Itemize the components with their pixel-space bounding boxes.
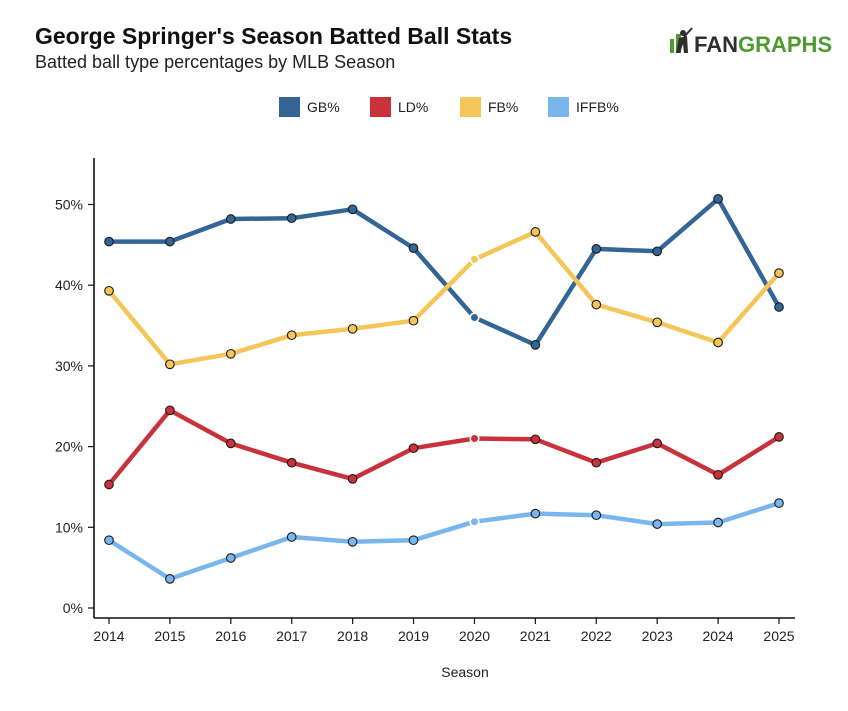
x-tick-label: 2015 — [154, 628, 185, 644]
chart-subtitle: Batted ball type percentages by MLB Seas… — [35, 52, 395, 72]
point-ld-pct-2015 — [165, 405, 175, 416]
series-lines — [106, 196, 782, 582]
x-axis-title: Season — [441, 664, 488, 680]
point-gb-pct-2017 — [286, 213, 297, 224]
point-iffb-pct-2017 — [286, 532, 297, 542]
point-fb-pct-2015 — [165, 359, 175, 370]
point-ld-pct-2025 — [774, 432, 784, 442]
x-tick-label: 2024 — [703, 628, 734, 644]
point-iffb-pct-2016 — [225, 553, 236, 563]
x-tick-label: 2020 — [459, 628, 490, 644]
point-ld-pct-2024 — [713, 469, 723, 480]
legend-item-gb-pct: GB% — [279, 97, 340, 117]
x-tick-label: 2014 — [93, 628, 124, 644]
legend-swatch — [460, 97, 481, 117]
point-gb-pct-2015 — [165, 236, 175, 247]
point-ld-pct-2014 — [104, 479, 114, 490]
point-gb-pct-2020 — [469, 312, 480, 323]
legend-label: IFFB% — [576, 99, 619, 115]
brand-graphs-text: GRAPHS — [738, 32, 832, 57]
point-fb-pct-2022 — [591, 299, 602, 310]
point-gb-pct-2016 — [225, 214, 236, 224]
point-iffb-pct-2024 — [713, 517, 723, 528]
point-gb-pct-2018 — [347, 204, 358, 215]
x-tick-label: 2025 — [763, 628, 794, 644]
point-ld-pct-2020 — [469, 433, 480, 444]
legend-item-fb-pct: FB% — [460, 97, 518, 117]
point-fb-pct-2016 — [225, 348, 236, 359]
series-line-ld-pct — [106, 408, 782, 487]
point-gb-pct-2024 — [713, 194, 723, 204]
x-tick-label: 2022 — [581, 628, 612, 644]
y-tick-label: 0% — [63, 600, 83, 616]
point-iffb-pct-2021 — [530, 508, 541, 519]
point-ld-pct-2018 — [347, 474, 358, 484]
point-fb-pct-2024 — [713, 337, 723, 348]
series-line-fb-pct — [106, 229, 782, 367]
fangraphs-logo: FANGRAPHS — [670, 27, 832, 57]
legend-item-iffb-pct: IFFB% — [548, 97, 619, 117]
y-tick-label: 40% — [55, 277, 83, 293]
series-line-gb-pct — [106, 196, 782, 348]
point-fb-pct-2023 — [652, 317, 663, 328]
legend: GB% LD% FB% IFFB% — [279, 97, 619, 117]
point-ld-pct-2023 — [652, 438, 663, 449]
legend-swatch — [279, 97, 300, 117]
point-iffb-pct-2025 — [774, 498, 784, 508]
legend-swatch — [548, 97, 569, 117]
x-tick-label: 2021 — [520, 628, 551, 644]
y-tick-label: 10% — [55, 519, 83, 535]
point-iffb-pct-2019 — [408, 535, 419, 546]
series-points — [104, 194, 784, 584]
legend-label: LD% — [398, 99, 428, 115]
point-fb-pct-2021 — [530, 227, 541, 237]
point-fb-pct-2020 — [469, 254, 480, 265]
x-tick-label: 2019 — [398, 628, 429, 644]
point-gb-pct-2022 — [591, 244, 602, 254]
point-fb-pct-2018 — [347, 323, 358, 334]
x-tick-label: 2017 — [276, 628, 307, 644]
batter-silhouette-icon — [670, 27, 693, 53]
legend-swatch — [370, 97, 391, 117]
point-iffb-pct-2018 — [347, 536, 358, 547]
legend-item-ld-pct: LD% — [370, 97, 428, 117]
y-tick-label: 50% — [55, 197, 83, 213]
point-ld-pct-2019 — [408, 443, 419, 454]
point-gb-pct-2023 — [652, 246, 663, 257]
y-tick-label: 20% — [55, 439, 83, 455]
point-gb-pct-2014 — [104, 236, 114, 247]
svg-text:FANGRAPHS: FANGRAPHS — [694, 32, 832, 57]
point-iffb-pct-2020 — [469, 516, 480, 527]
point-ld-pct-2017 — [286, 457, 297, 468]
x-tick-label: 2018 — [337, 628, 368, 644]
point-gb-pct-2019 — [408, 243, 419, 253]
series-line-iffb-pct — [106, 500, 782, 582]
point-iffb-pct-2015 — [165, 574, 175, 584]
y-tick-label: 30% — [55, 358, 83, 374]
point-gb-pct-2025 — [774, 302, 784, 312]
point-fb-pct-2025 — [774, 268, 784, 278]
point-ld-pct-2021 — [530, 434, 541, 445]
brand-fan-text: FAN — [694, 32, 738, 57]
x-tick-label: 2016 — [215, 628, 246, 644]
point-fb-pct-2014 — [104, 285, 114, 296]
legend-label: FB% — [488, 99, 518, 115]
point-iffb-pct-2022 — [591, 510, 602, 521]
point-iffb-pct-2023 — [652, 519, 663, 529]
point-fb-pct-2019 — [408, 315, 419, 326]
point-gb-pct-2021 — [530, 340, 541, 350]
point-ld-pct-2016 — [225, 438, 236, 449]
chart-title: George Springer's Season Batted Ball Sta… — [35, 23, 512, 49]
point-iffb-pct-2014 — [104, 535, 114, 546]
point-ld-pct-2022 — [591, 457, 602, 468]
x-tick-label: 2023 — [642, 628, 673, 644]
point-fb-pct-2017 — [286, 330, 297, 341]
legend-label: GB% — [307, 99, 340, 115]
axes: 0% 10% 20% 30% 40% 50% 2014 2015 2016 2017 2018 201… — [55, 158, 795, 644]
